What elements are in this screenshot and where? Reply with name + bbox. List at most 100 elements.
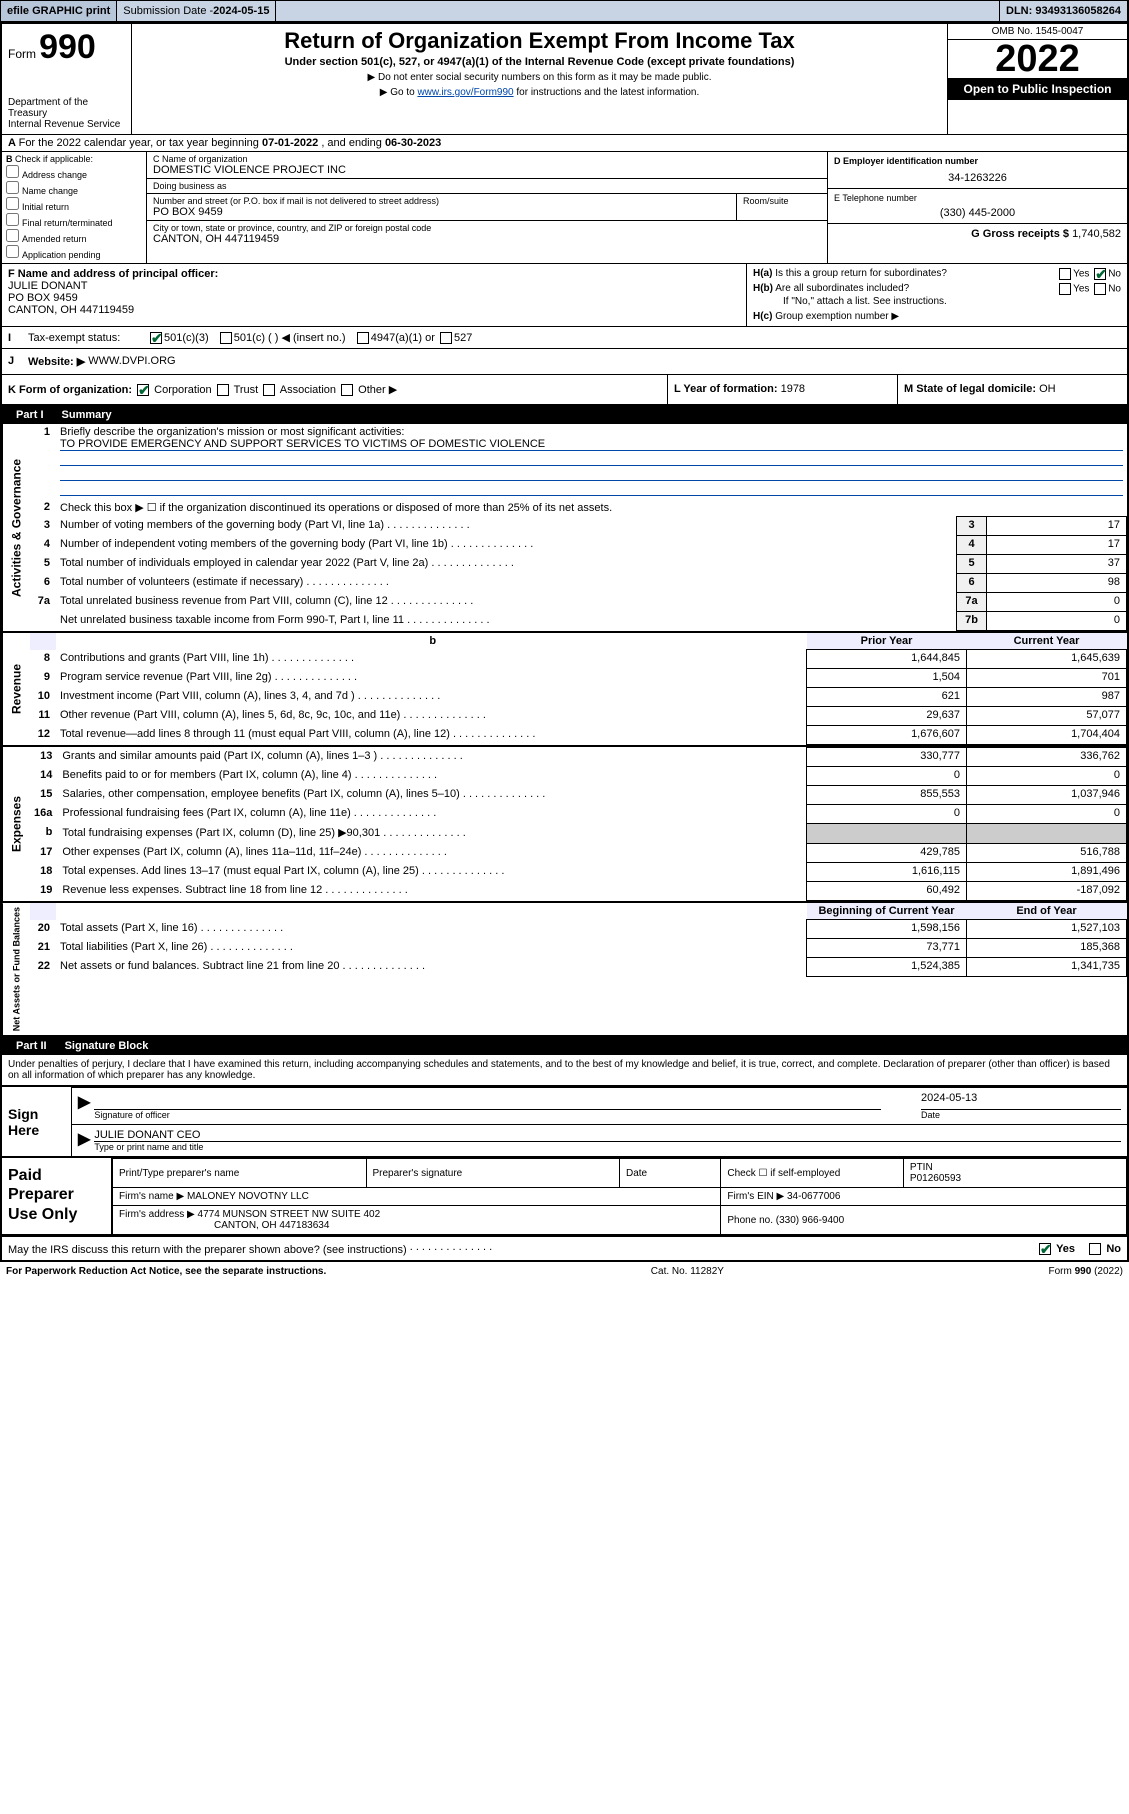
table-row: 11Other revenue (Part VIII, column (A), …: [30, 707, 1127, 726]
hb-lead: H(b): [753, 283, 773, 294]
hb-yes-chk[interactable]: [1059, 283, 1071, 295]
ha-no-chk[interactable]: [1094, 268, 1106, 280]
ha-yes-chk[interactable]: [1059, 268, 1071, 280]
col-f: F Name and address of principal officer:…: [2, 264, 747, 326]
m-label: M State of legal domicile:: [904, 383, 1036, 395]
table-row: 7aTotal unrelated business revenue from …: [30, 593, 1127, 612]
b-opt-name[interactable]: Name change: [6, 181, 142, 196]
sig-declaration: Under penalties of perjury, I declare th…: [2, 1055, 1127, 1085]
c-city-label: City or town, state or province, country…: [153, 223, 821, 233]
table-row: 9Program service revenue (Part VIII, lin…: [30, 669, 1127, 688]
paid-h5: PTIN: [910, 1162, 933, 1173]
b-opt-final[interactable]: Final return/terminated: [6, 213, 142, 228]
form-note1: ▶ Do not enter social security numbers o…: [138, 72, 941, 83]
i-o4: 527: [454, 332, 472, 344]
part1-title: Summary: [62, 409, 112, 421]
firm-ein-label: Firm's EIN ▶: [727, 1191, 784, 1202]
sig-date: 2024-05-13: [921, 1092, 1121, 1110]
footer-right: Form 990 (2022): [1049, 1266, 1123, 1277]
may-no-chk[interactable]: [1089, 1243, 1101, 1255]
table-row: 16aProfessional fundraising fees (Part I…: [30, 805, 1127, 824]
officer-name: JULIE DONANT CEO: [94, 1129, 1121, 1142]
paid-h3: Date: [620, 1159, 721, 1188]
i-501c3-chk[interactable]: [150, 332, 162, 344]
dln-label: DLN:: [1006, 5, 1035, 17]
row-fh: F Name and address of principal officer:…: [2, 264, 1127, 327]
j-website: WWW.DVPI.ORG: [88, 355, 175, 368]
table-row: 13Grants and similar amounts paid (Part …: [30, 748, 1127, 767]
k-o4: Other ▶: [358, 384, 397, 396]
sign-here-label: Sign Here: [2, 1087, 72, 1156]
firm-phone-label: Phone no.: [727, 1215, 773, 1226]
dln-value: 93493136058264: [1035, 5, 1121, 17]
table-row: 8Contributions and grants (Part VIII, li…: [30, 650, 1127, 669]
part2-header: Part II Signature Block: [2, 1037, 1127, 1055]
note2-pre: ▶ Go to: [380, 87, 418, 98]
col-h: H(a) Is this a group return for subordin…: [747, 264, 1127, 326]
block-bcde: B Check if applicable: Address change Na…: [2, 152, 1127, 264]
b-opt-amended[interactable]: Amended return: [6, 229, 142, 244]
submission-date: 2024-05-15: [213, 5, 269, 17]
top-bar: efile GRAPHIC print Submission Date - 20…: [0, 0, 1129, 22]
table-netassets: Beginning of Current Year End of Year 20…: [30, 903, 1127, 977]
f-name: JULIE DONANT: [8, 280, 87, 292]
form-header: Form 990 Department of the TreasuryInter…: [2, 24, 1127, 135]
form-note2: ▶ Go to www.irs.gov/Form990 for instruct…: [138, 87, 941, 98]
tax-year-row: A For the 2022 calendar year, or tax yea…: [2, 135, 1127, 152]
ha-yes: Yes: [1073, 269, 1089, 280]
section-activities: Activities & Governance 1 Briefly descri…: [2, 424, 1127, 633]
firm-name-label: Firm's name ▶: [119, 1191, 184, 1202]
b-opt-pending[interactable]: Application pending: [6, 245, 142, 260]
table-row: 15Salaries, other compensation, employee…: [30, 786, 1127, 805]
hb-no: No: [1108, 284, 1121, 295]
i-4947-chk[interactable]: [357, 332, 369, 344]
firm-ein: 34-0677006: [787, 1191, 840, 1202]
may-yes-chk[interactable]: [1039, 1243, 1051, 1255]
table-row: Net unrelated business taxable income fr…: [30, 612, 1127, 631]
hc-label: Group exemption number ▶: [775, 311, 899, 322]
may-no: No: [1106, 1243, 1121, 1255]
org-name: DOMESTIC VIOLENCE PROJECT INC: [153, 164, 821, 176]
e-label: E Telephone number: [834, 193, 1121, 203]
d-ein: 34-1263226: [834, 172, 1121, 184]
table-row: 10Investment income (Part VIII, column (…: [30, 688, 1127, 707]
k-other-chk[interactable]: [341, 384, 353, 396]
form-number: 990: [39, 28, 96, 66]
ha-text: Is this a group return for subordinates?: [775, 268, 947, 279]
table-row: 22Net assets or fund balances. Subtract …: [30, 958, 1127, 977]
i-501c-chk[interactable]: [220, 332, 232, 344]
k-trust-chk[interactable]: [217, 384, 229, 396]
k-assoc-chk[interactable]: [263, 384, 275, 396]
table-expenses: 13Grants and similar amounts paid (Part …: [30, 747, 1127, 901]
m-value: OH: [1039, 383, 1056, 395]
i-527-chk[interactable]: [440, 332, 452, 344]
mission-line-1: [60, 452, 1123, 466]
c-name-label: C Name of organization: [153, 154, 821, 164]
table-row: 5Total number of individuals employed in…: [30, 555, 1127, 574]
hc-lead: H(c): [753, 311, 772, 322]
hb-yes: Yes: [1073, 284, 1089, 295]
part2-title: Signature Block: [65, 1040, 149, 1052]
irs-link[interactable]: www.irs.gov/Form990: [417, 87, 513, 98]
part1-label: Part I: [8, 408, 52, 422]
paid-preparer-table: Print/Type preparer's name Preparer's si…: [112, 1158, 1127, 1234]
efile-print-button[interactable]: efile GRAPHIC print: [1, 1, 117, 21]
officer-type-label: Type or print name and title: [94, 1142, 1121, 1152]
section-expenses: Expenses 13Grants and similar amounts pa…: [2, 747, 1127, 903]
b-opt-initial[interactable]: Initial return: [6, 197, 142, 212]
table-row: 6Total number of volunteers (estimate if…: [30, 574, 1127, 593]
hb-no-chk[interactable]: [1094, 283, 1106, 295]
hb-text: Are all subordinates included?: [775, 283, 909, 294]
form-title: Return of Organization Exempt From Incom…: [138, 28, 941, 54]
b-opt-address[interactable]: Address change: [6, 165, 142, 180]
i-label: Tax-exempt status:: [28, 332, 148, 344]
firm-addr-label: Firm's address ▶: [119, 1209, 195, 1220]
form-word: Form: [8, 47, 36, 61]
i-o1: 501(c)(3): [164, 332, 209, 344]
mission-line-3: [60, 482, 1123, 496]
k-corp-chk[interactable]: [137, 384, 149, 396]
header-right: OMB No. 1545-0047 2022 Open to Public In…: [947, 24, 1127, 134]
tax-year: 2022: [948, 40, 1127, 78]
table-row: 21Total liabilities (Part X, line 26)73,…: [30, 939, 1127, 958]
sig-arrow-2: ▶: [78, 1129, 90, 1152]
